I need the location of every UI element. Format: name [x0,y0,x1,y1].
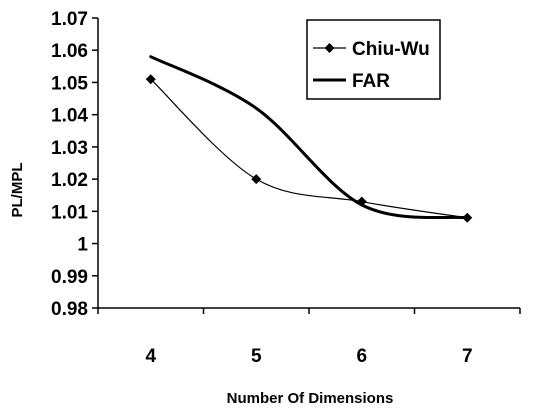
series-line-chiu-wu [150,78,468,219]
legend-label-far: FAR [352,71,390,92]
axes [97,18,520,309]
y-tick-label: 1.05 [51,73,88,94]
y-tick-label: 0.98 [51,299,88,320]
series-line-far [149,55,469,220]
x-tick-label: 7 [462,346,473,367]
y-tick-label: 1.02 [51,170,88,191]
y-axis-ticks: 0.98 0.99 1 1.01 1.02 1.03 1.04 1.05 1.06 1.07 [51,9,98,320]
data-point-chiu-wu [251,174,262,185]
y-tick-label: 0.99 [51,267,88,288]
y-axis-title: PL/MPL [9,163,26,218]
legend: Chiu-Wu FAR [306,19,441,100]
y-tick-label: 1.04 [51,106,88,127]
series-layer [145,55,473,223]
y-tick-label: 1.07 [51,9,88,30]
y-tick-label: 1 [77,235,88,256]
legend-label-chiu-wu: Chiu-Wu [352,39,430,60]
data-point-chiu-wu [145,74,156,85]
legend-box [306,19,441,100]
x-tick-label: 5 [251,346,262,367]
x-axis-ticks: 4 5 6 7 [97,308,521,367]
x-tick-label: 6 [356,346,367,367]
x-tick-label: 4 [145,346,156,367]
y-tick-label: 1.06 [51,41,88,62]
legend-marker-chiu-wu [324,43,335,53]
y-tick-label: 1.01 [51,202,88,223]
y-tick-label: 1.03 [51,138,88,159]
x-axis-title: Number Of Dimensions [227,390,394,407]
